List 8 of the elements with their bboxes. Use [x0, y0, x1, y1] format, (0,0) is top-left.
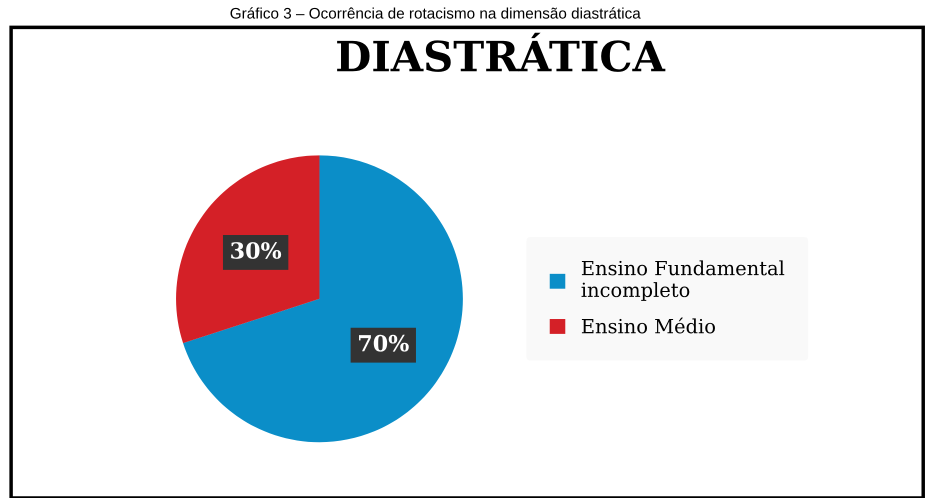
chart-title: DIASTRÁTICA: [337, 32, 666, 72]
pie-slice: [176, 155, 320, 344]
data-label: 30%: [231, 242, 282, 259]
data-label: 70%: [359, 334, 409, 352]
text: Gráfico 3 – Ocorrência de rotacismo na dimensão diastrática: [230, 7, 641, 19]
pie-slice: [183, 155, 463, 442]
legend-label: Ensino Médio: [582, 318, 715, 334]
legend-label: Ensino Fundamental incompleto: [582, 260, 784, 301]
